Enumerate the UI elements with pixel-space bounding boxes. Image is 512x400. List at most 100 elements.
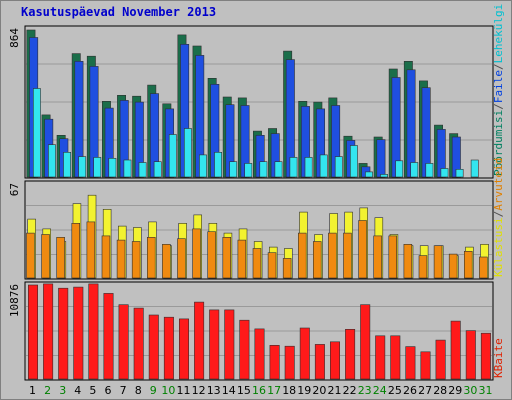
legend-mid: Külastusi/Arvuteid bbox=[492, 158, 505, 277]
bar-mid-arvuteid-day-16 bbox=[252, 248, 262, 279]
day-label-31: 31 bbox=[479, 384, 493, 397]
legend-top-item-2: Faile bbox=[492, 70, 505, 103]
bar-mid-arvuteid-day-17 bbox=[267, 252, 277, 279]
legend-top-item-4: Lehekülgi bbox=[492, 4, 505, 64]
bar-top-lehekülgi-day-9 bbox=[153, 161, 162, 178]
bar-bot-kbaite-day-18 bbox=[284, 345, 295, 380]
bar-mid-arvuteid-day-8 bbox=[131, 241, 141, 279]
bar-bot-kbaite-day-11 bbox=[179, 318, 190, 380]
legend-mid-item-2: Arvuteid bbox=[492, 158, 505, 211]
day-label-5: 5 bbox=[89, 384, 96, 397]
legend-mid-item-0: Külastusi bbox=[492, 217, 505, 277]
bar-top-lehekülgi-day-27 bbox=[425, 163, 434, 178]
bar-bot-kbaite-day-21 bbox=[329, 341, 340, 380]
day-label-19: 19 bbox=[297, 384, 311, 397]
bar-top-lehekülgi-day-8 bbox=[138, 162, 147, 178]
bar-top-lehekülgi-day-29 bbox=[455, 169, 464, 178]
day-label-26: 26 bbox=[403, 384, 417, 397]
bar-bot-kbaite-day-8 bbox=[133, 307, 144, 380]
bar-top-lehekülgi-day-17 bbox=[274, 161, 283, 178]
legend-top-item-0: Pöördumisi bbox=[492, 110, 505, 176]
bar-bot-kbaite-day-28 bbox=[435, 339, 446, 380]
bar-top-faile-day-26 bbox=[406, 69, 416, 178]
day-label-10: 10 bbox=[161, 384, 175, 397]
day-label-30: 30 bbox=[463, 384, 477, 397]
bar-mid-arvuteid-day-14 bbox=[222, 237, 232, 279]
legend-top-item-1: / bbox=[492, 103, 505, 110]
day-label-20: 20 bbox=[312, 384, 326, 397]
bar-mid-arvuteid-day-25 bbox=[388, 235, 397, 279]
bar-mid-arvuteid-day-27 bbox=[418, 255, 428, 279]
bar-bot-kbaite-day-2 bbox=[43, 283, 54, 380]
bar-mid-arvuteid-day-22 bbox=[343, 232, 352, 279]
bar-bot-kbaite-day-12 bbox=[194, 301, 205, 380]
bar-bot-kbaite-day-24 bbox=[375, 335, 386, 380]
day-label-21: 21 bbox=[328, 384, 342, 397]
legend-top-item-3: / bbox=[492, 63, 505, 70]
day-label-12: 12 bbox=[192, 384, 206, 397]
bar-mid-arvuteid-day-2 bbox=[41, 234, 50, 279]
bar-bot-kbaite-day-1 bbox=[27, 284, 38, 380]
bar-bot-kbaite-day-3 bbox=[58, 287, 69, 380]
day-label-2: 2 bbox=[44, 384, 51, 397]
bar-mid-arvuteid-day-28 bbox=[433, 245, 443, 279]
bar-mid-arvuteid-day-26 bbox=[403, 244, 413, 279]
bar-bot-kbaite-day-4 bbox=[73, 286, 84, 380]
day-label-28: 28 bbox=[433, 384, 447, 397]
bar-bot-kbaite-day-20 bbox=[314, 344, 325, 380]
bar-top-lehekülgi-day-30 bbox=[470, 159, 479, 178]
page-title: Kasutuspäevad November 2013 bbox=[21, 5, 217, 19]
bar-top-faile-day-24 bbox=[376, 139, 386, 178]
day-label-11: 11 bbox=[177, 384, 191, 397]
bar-bot-kbaite-day-25 bbox=[390, 335, 401, 380]
bar-top-lehekülgi-day-2 bbox=[48, 144, 56, 178]
bar-top-lehekülgi-day-5 bbox=[93, 157, 102, 178]
day-label-25: 25 bbox=[388, 384, 402, 397]
bar-top-lehekülgi-day-25 bbox=[395, 160, 404, 178]
bar-mid-arvuteid-day-4 bbox=[71, 223, 81, 279]
bar-bot-kbaite-day-15 bbox=[239, 319, 250, 380]
bar-mid-arvuteid-day-24 bbox=[373, 235, 382, 279]
bar-bot-kbaite-day-17 bbox=[269, 344, 280, 380]
day-label-7: 7 bbox=[120, 384, 127, 397]
legend-top: Pöördumisi/Faile/Lehekülgi bbox=[492, 4, 505, 176]
day-label-29: 29 bbox=[448, 384, 462, 397]
bar-mid-arvuteid-day-21 bbox=[328, 232, 337, 279]
max-label-top: 864 bbox=[8, 28, 21, 48]
day-label-23: 23 bbox=[358, 384, 372, 397]
day-label-17: 17 bbox=[267, 384, 281, 397]
day-label-27: 27 bbox=[418, 384, 432, 397]
bar-top-lehekülgi-day-15 bbox=[244, 163, 253, 178]
bar-top-lehekülgi-day-16 bbox=[259, 161, 268, 178]
bar-mid-arvuteid-day-18 bbox=[282, 258, 292, 279]
bar-bot-kbaite-day-7 bbox=[118, 304, 129, 380]
bar-mid-arvuteid-day-5 bbox=[86, 221, 96, 279]
legend-mid-item-1: / bbox=[492, 211, 505, 218]
bar-top-lehekülgi-day-18 bbox=[289, 157, 298, 178]
bar-mid-arvuteid-day-30 bbox=[463, 251, 473, 279]
day-label-8: 8 bbox=[135, 384, 142, 397]
bar-top-lehekülgi-day-7 bbox=[123, 159, 132, 178]
max-label-bot: 10876 bbox=[8, 284, 21, 317]
day-label-1: 1 bbox=[29, 384, 36, 397]
bar-bot-kbaite-day-6 bbox=[103, 293, 114, 380]
day-label-3: 3 bbox=[59, 384, 66, 397]
bar-top-lehekülgi-day-4 bbox=[78, 156, 87, 178]
bar-top-lehekülgi-day-1 bbox=[32, 88, 41, 178]
bar-bot-kbaite-day-29 bbox=[450, 320, 461, 380]
bar-mid-arvuteid-day-3 bbox=[56, 237, 65, 279]
bar-top-lehekülgi-day-19 bbox=[304, 157, 313, 178]
bar-bot-kbaite-day-22 bbox=[345, 328, 356, 380]
bar-mid-arvuteid-day-9 bbox=[147, 237, 156, 279]
bar-bot-kbaite-day-16 bbox=[254, 328, 265, 380]
day-label-18: 18 bbox=[282, 384, 296, 397]
bar-top-lehekülgi-day-13 bbox=[214, 152, 222, 178]
bar-top-lehekülgi-day-6 bbox=[108, 158, 117, 178]
bar-bot-kbaite-day-23 bbox=[360, 304, 371, 380]
day-label-4: 4 bbox=[74, 384, 81, 397]
bar-bot-kbaite-day-5 bbox=[88, 283, 99, 380]
bar-mid-arvuteid-day-1 bbox=[26, 232, 35, 279]
day-label-14: 14 bbox=[222, 384, 236, 397]
